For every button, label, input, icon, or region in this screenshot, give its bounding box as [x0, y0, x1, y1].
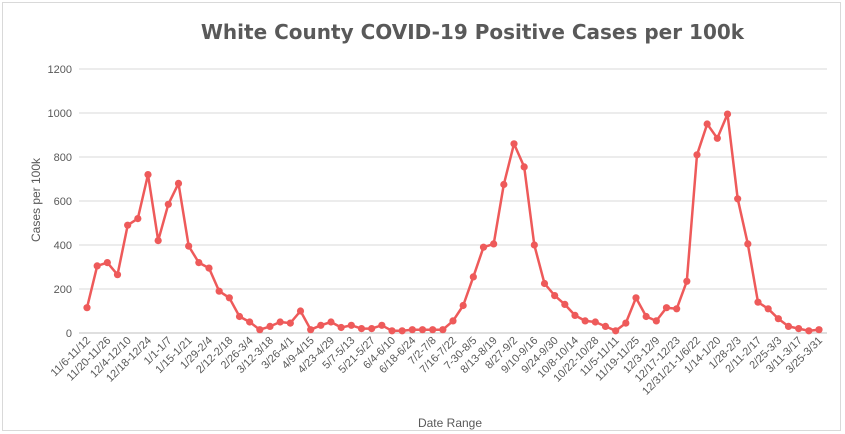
data-point [744, 240, 752, 248]
data-point [734, 195, 742, 203]
data-point [398, 327, 406, 335]
data-point [357, 325, 366, 333]
data-point [93, 262, 101, 270]
data-point [368, 325, 376, 333]
data-point [601, 322, 610, 330]
data-point [195, 259, 203, 267]
data-point [540, 279, 549, 288]
data-point [154, 237, 162, 245]
data-point [774, 315, 782, 323]
data-point [124, 221, 132, 229]
data-point [490, 240, 498, 248]
y-tick-label: 1000 [48, 108, 72, 120]
data-point [174, 179, 183, 187]
data-point [510, 140, 518, 148]
data-point [561, 300, 569, 308]
data-point [144, 171, 152, 179]
data-point [296, 307, 305, 315]
data-point [652, 317, 660, 325]
data-point [723, 110, 732, 118]
data-point [185, 242, 193, 250]
data-point [703, 120, 711, 128]
data-point [103, 259, 111, 267]
data-point [418, 326, 427, 334]
data-point [642, 312, 650, 321]
data-point [266, 322, 274, 330]
data-point [134, 215, 142, 223]
data-point [388, 327, 396, 335]
x-axis-label: Date Range [417, 416, 483, 430]
y-tick-label: 200 [54, 284, 72, 296]
series-points [83, 110, 823, 335]
data-point [83, 304, 91, 312]
x-tick-labels: 11/6-11/1211/20-11/2612/4-12/1012/18-12/… [49, 335, 826, 398]
data-point [307, 326, 315, 334]
data-point [581, 317, 589, 325]
data-point [632, 294, 640, 302]
gridlines [79, 68, 827, 334]
data-point [408, 326, 416, 334]
data-point [205, 264, 213, 272]
data-point [459, 301, 467, 310]
data-point [337, 323, 345, 332]
data-point [317, 321, 325, 329]
data-point [754, 298, 762, 306]
chart-title: White County COVID-19 Positive Cases per… [200, 20, 745, 44]
data-point [683, 277, 691, 285]
data-point [439, 326, 447, 334]
data-point [571, 311, 579, 319]
data-point [225, 294, 233, 302]
data-point [235, 312, 244, 321]
y-tick-label: 600 [54, 196, 72, 208]
data-point [256, 326, 264, 334]
series-line [85, 112, 820, 333]
data-point [693, 151, 701, 159]
data-point [551, 292, 559, 300]
series-line-path [85, 112, 820, 333]
y-tick-label: 0 [66, 328, 72, 340]
data-point [215, 287, 223, 295]
data-point [673, 305, 681, 313]
data-point [378, 321, 386, 329]
y-tick-label: 800 [54, 152, 72, 164]
data-point [612, 327, 620, 335]
y-tick-label: 400 [54, 240, 72, 252]
data-point [805, 327, 813, 335]
data-point [429, 326, 437, 334]
data-point [469, 273, 477, 281]
data-point [784, 322, 793, 330]
data-point [246, 318, 254, 326]
data-point [591, 318, 599, 326]
y-tick-labels: 0 200 400 600 800 1000 1200 [48, 64, 72, 340]
data-point [327, 318, 335, 326]
data-point [449, 317, 457, 325]
data-point [795, 325, 803, 333]
data-point [276, 318, 284, 326]
data-point [713, 134, 721, 142]
data-point [164, 200, 172, 208]
y-tick-label: 1200 [48, 64, 72, 76]
data-point [347, 321, 355, 329]
y-axis-label: Cases per 100k [29, 157, 43, 242]
data-point [520, 163, 528, 171]
data-point [815, 326, 823, 334]
data-point [764, 305, 772, 313]
data-point [479, 243, 488, 251]
data-point [113, 271, 122, 279]
data-point [286, 319, 294, 327]
data-point [662, 304, 671, 312]
data-point [622, 319, 630, 327]
data-point [530, 241, 538, 249]
data-point [500, 180, 508, 189]
